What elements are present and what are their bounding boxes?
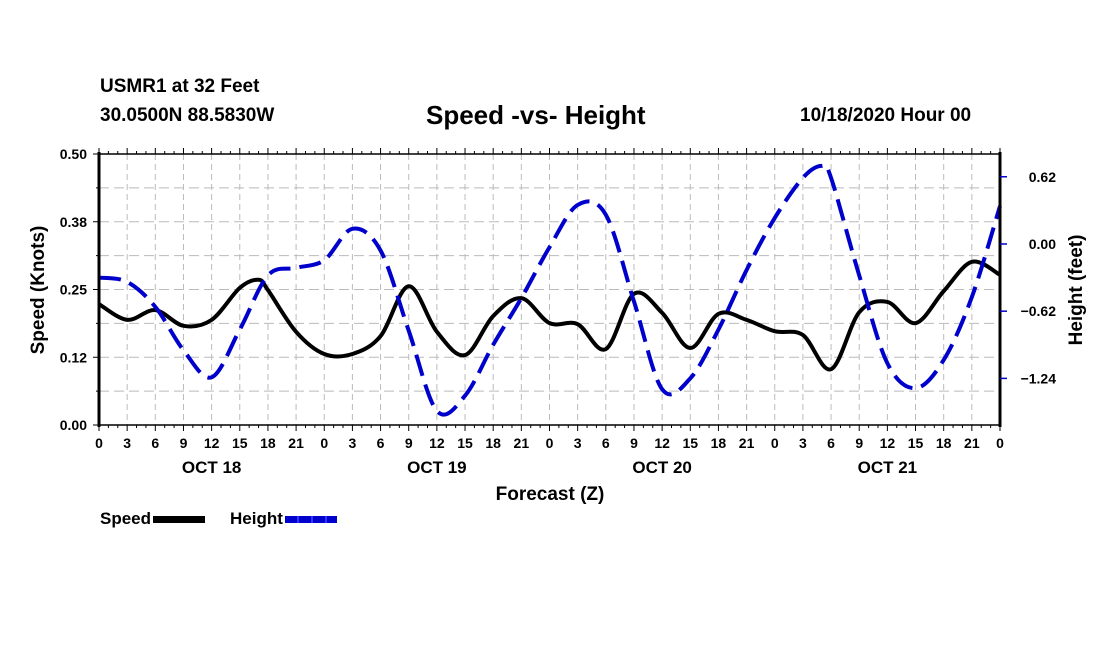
x-day-label: OCT 19 [407, 458, 467, 477]
station-coordinates: 30.0500N 88.5830W [100, 105, 275, 126]
y-tick-label: 0.50 [60, 146, 87, 162]
x-tick-label: 21 [288, 435, 304, 451]
x-tick-label: 15 [682, 435, 698, 451]
x-tick-label: 21 [514, 435, 530, 451]
series-layer [97, 162, 1002, 417]
data-point-height [126, 280, 129, 283]
x-tick-label: 9 [180, 435, 188, 451]
x-tick-label: 3 [574, 435, 582, 451]
legend-item-height: Height [230, 509, 337, 529]
x-tick-label: 9 [630, 435, 638, 451]
y-tick-label: 0.12 [60, 349, 87, 365]
x-axis-title: Forecast (Z) [496, 484, 605, 505]
legend-item-speed: Speed [100, 509, 206, 529]
legend-swatch-height [284, 515, 337, 523]
x-tick-label: 3 [123, 435, 131, 451]
legend-swatch-speed [153, 515, 206, 523]
x-tick-label: 6 [151, 435, 159, 451]
x-tick-label: 12 [654, 435, 670, 451]
x-tick-label: 3 [799, 435, 807, 451]
x-tick-label: 18 [260, 435, 276, 451]
y-tick-label: 0.25 [60, 282, 87, 298]
x-tick-label: 15 [908, 435, 924, 451]
x-day-label: OCT 20 [632, 458, 692, 477]
series-line-speed [97, 259, 1002, 372]
y2-tick-label: 0.00 [1029, 236, 1056, 252]
x-tick-label: 12 [429, 435, 445, 451]
x-tick-label: 9 [855, 435, 863, 451]
y-axis-title: Speed (Knots) [28, 226, 49, 355]
ticks: 0 3 6 9 12 15 18 21 0 3 6 9 12 15 18 21 0 3 6 9 12 15 18 21 0 3 6 9… [60, 146, 1056, 477]
x-tick-label: 18 [711, 435, 727, 451]
x-tick-label: 9 [405, 435, 413, 451]
x-tick-label: 21 [964, 435, 980, 451]
forecast-datestamp: 10/18/2020 Hour 00 [800, 105, 972, 126]
x-tick-label: 6 [377, 435, 385, 451]
x-tick-label: 0 [320, 435, 328, 451]
x-tick-label: 12 [204, 435, 220, 451]
station-label: USMR1 at 32 Feet [100, 76, 260, 97]
x-tick-label: 15 [232, 435, 248, 451]
y-tick-label: 0.38 [60, 214, 87, 230]
y2-axis-title: Height (feet) [1066, 235, 1087, 346]
legend-label-height: Height [230, 509, 283, 528]
x-tick-label: 18 [936, 435, 952, 451]
x-tick-label: 3 [349, 435, 357, 451]
x-tick-label: 12 [880, 435, 896, 451]
x-tick-label: 0 [996, 435, 1004, 451]
x-tick-label: 6 [602, 435, 610, 451]
series-line-height [98, 162, 1002, 417]
y-tick-label: 0.00 [60, 417, 87, 433]
legend-label-speed: Speed [100, 509, 152, 528]
chart-title: Speed -vs- Height [426, 100, 646, 130]
x-tick-label: 0 [771, 435, 779, 451]
y2-tick-label: −1.24 [1021, 370, 1057, 386]
x-tick-label: 0 [95, 435, 103, 451]
x-tick-label: 6 [827, 435, 835, 451]
x-tick-label: 21 [739, 435, 755, 451]
x-tick-label: 18 [485, 435, 501, 451]
x-tick-label: 0 [546, 435, 554, 451]
x-day-label: OCT 18 [182, 458, 242, 477]
y2-tick-label: 0.62 [1029, 169, 1056, 185]
y2-tick-label: −0.62 [1021, 303, 1057, 319]
x-tick-label: 15 [457, 435, 473, 451]
x-day-label: OCT 21 [858, 458, 918, 477]
